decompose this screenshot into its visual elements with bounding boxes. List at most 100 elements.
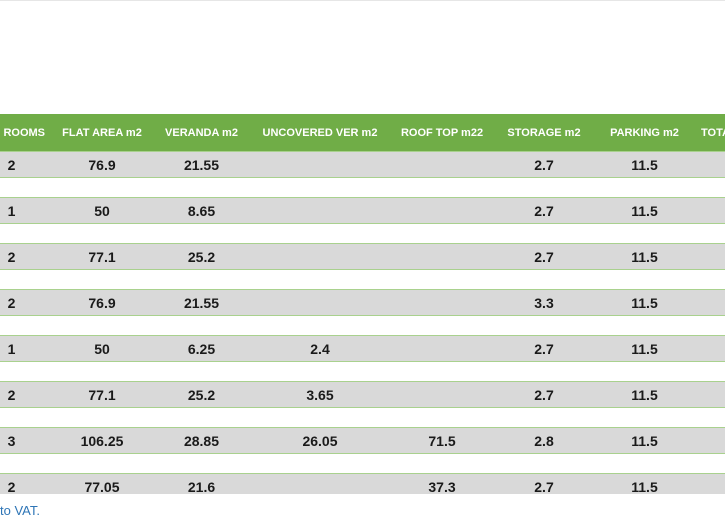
table-row: 2 77.1 25.2 3.65 2.7 11.5 bbox=[0, 381, 725, 408]
header-roof-top: ROOF TOP m22 bbox=[390, 114, 494, 152]
cell-rooms: 3 bbox=[0, 427, 51, 454]
cell-veranda: 28.85 bbox=[153, 427, 250, 454]
cell-parking: 11.5 bbox=[594, 381, 695, 408]
cell-roof-top bbox=[390, 289, 494, 316]
cell-flat-area: 50 bbox=[51, 335, 153, 362]
spacer-cell bbox=[0, 361, 725, 382]
table-row: 276.921.55 2.711.51 bbox=[0, 151, 725, 178]
header-flat-area: FLAT AREA m2 bbox=[51, 114, 153, 152]
cell-flat-area: 76.9 bbox=[51, 289, 153, 316]
cell-veranda: 21.55 bbox=[153, 289, 250, 316]
header-uncovered-veranda: UNCOVERED VER m2 bbox=[250, 114, 390, 152]
apartment-areas-table: ROOMS FLAT AREA m2 VERANDA m2 UNCOVERED … bbox=[0, 114, 725, 494]
cell-veranda: 6.25 bbox=[153, 335, 250, 362]
cell-parking: 11.5 bbox=[594, 289, 695, 316]
cell-flat-area: 77.1 bbox=[51, 243, 153, 270]
vat-footnote: to VAT. bbox=[0, 503, 40, 518]
cell-uncovered-veranda: 26.05 bbox=[250, 427, 390, 454]
table-row: 276.921.55 3.311.51 bbox=[0, 289, 725, 316]
cell-uncovered-veranda bbox=[250, 243, 390, 270]
cell-storage: 2.7 bbox=[494, 381, 594, 408]
table-row: 1 50 8.65 2.7 11.5 bbox=[0, 197, 725, 224]
cell-storage: 2.7 bbox=[494, 335, 594, 362]
row-spacer bbox=[0, 361, 725, 382]
row-spacer bbox=[0, 453, 725, 474]
cell-uncovered-veranda: 2.4 bbox=[250, 335, 390, 362]
table-body: 276.921.552.711.511508.652.711.5277.125.… bbox=[0, 151, 725, 494]
cell-veranda: 8.65 bbox=[153, 197, 250, 224]
cell-rooms: 2 bbox=[0, 243, 51, 270]
cell-roof-top: 71.5 bbox=[390, 427, 494, 454]
cell-parking: 11.5 bbox=[594, 473, 695, 494]
row-spacer bbox=[0, 177, 725, 198]
cell-roof-top bbox=[390, 197, 494, 224]
row-spacer bbox=[0, 223, 725, 244]
row-spacer bbox=[0, 315, 725, 336]
cell-veranda: 21.6 bbox=[153, 473, 250, 494]
cell-roof-top: 37.3 bbox=[390, 473, 494, 494]
cell-roof-top bbox=[390, 335, 494, 362]
cell-parking: 11.5 bbox=[594, 335, 695, 362]
row-spacer bbox=[0, 407, 725, 428]
cell-uncovered-veranda: 3.65 bbox=[250, 381, 390, 408]
cell-veranda: 25.2 bbox=[153, 381, 250, 408]
cell-storage: 3.3 bbox=[494, 289, 594, 316]
spacer-cell bbox=[0, 177, 725, 198]
cell-total bbox=[695, 381, 725, 408]
cell-parking: 11.5 bbox=[594, 243, 695, 270]
cell-veranda: 21.55 bbox=[153, 151, 250, 178]
cell-storage: 2.7 bbox=[494, 151, 594, 178]
spacer-cell bbox=[0, 453, 725, 474]
cell-total: 1 bbox=[695, 151, 725, 178]
cell-total: 2 bbox=[695, 427, 725, 454]
cell-rooms: 2 bbox=[0, 151, 51, 178]
table-header-row: ROOMS FLAT AREA m2 VERANDA m2 UNCOVERED … bbox=[0, 114, 725, 152]
cell-parking: 11.5 bbox=[594, 427, 695, 454]
cell-total: 1 bbox=[695, 289, 725, 316]
pricing-table-viewport: ROOMS FLAT AREA m2 VERANDA m2 UNCOVERED … bbox=[0, 114, 725, 494]
cell-total bbox=[695, 335, 725, 362]
spacer-cell bbox=[0, 223, 725, 244]
header-storage: STORAGE m2 bbox=[494, 114, 594, 152]
top-divider bbox=[0, 0, 725, 1]
spacer-cell bbox=[0, 315, 725, 336]
cell-flat-area: 50 bbox=[51, 197, 153, 224]
cell-total bbox=[695, 197, 725, 224]
cell-parking: 11.5 bbox=[594, 197, 695, 224]
cell-rooms: 2 bbox=[0, 473, 51, 494]
cell-flat-area: 77.1 bbox=[51, 381, 153, 408]
cell-flat-area: 77.05 bbox=[51, 473, 153, 494]
spacer-cell bbox=[0, 269, 725, 290]
cell-storage: 2.7 bbox=[494, 473, 594, 494]
header-parking: PARKING m2 bbox=[594, 114, 695, 152]
header-total: TOTA bbox=[695, 114, 725, 152]
spacer-cell bbox=[0, 407, 725, 428]
cell-veranda: 25.2 bbox=[153, 243, 250, 270]
row-spacer bbox=[0, 269, 725, 290]
cell-uncovered-veranda bbox=[250, 289, 390, 316]
cell-total bbox=[695, 473, 725, 494]
cell-parking: 11.5 bbox=[594, 151, 695, 178]
cell-rooms: 1 bbox=[0, 335, 51, 362]
cell-storage: 2.7 bbox=[494, 197, 594, 224]
cell-roof-top bbox=[390, 243, 494, 270]
table-row: 2 77.1 25.2 2.7 11.5 bbox=[0, 243, 725, 270]
cell-storage: 2.8 bbox=[494, 427, 594, 454]
cell-storage: 2.7 bbox=[494, 243, 594, 270]
cell-flat-area: 76.9 bbox=[51, 151, 153, 178]
cell-uncovered-veranda bbox=[250, 473, 390, 494]
table-row: 2 77.05 21.6 37.3 2.7 11.5 bbox=[0, 473, 725, 494]
cell-rooms: 2 bbox=[0, 381, 51, 408]
header-rooms: ROOMS bbox=[0, 114, 51, 152]
cell-flat-area: 106.25 bbox=[51, 427, 153, 454]
header-veranda: VERANDA m2 bbox=[153, 114, 250, 152]
cell-rooms: 2 bbox=[0, 289, 51, 316]
cell-uncovered-veranda bbox=[250, 151, 390, 178]
table-row: 1 50 6.25 2.4 2.7 11.5 bbox=[0, 335, 725, 362]
cell-rooms: 1 bbox=[0, 197, 51, 224]
cell-total bbox=[695, 243, 725, 270]
cell-roof-top bbox=[390, 381, 494, 408]
cell-uncovered-veranda bbox=[250, 197, 390, 224]
cell-roof-top bbox=[390, 151, 494, 178]
